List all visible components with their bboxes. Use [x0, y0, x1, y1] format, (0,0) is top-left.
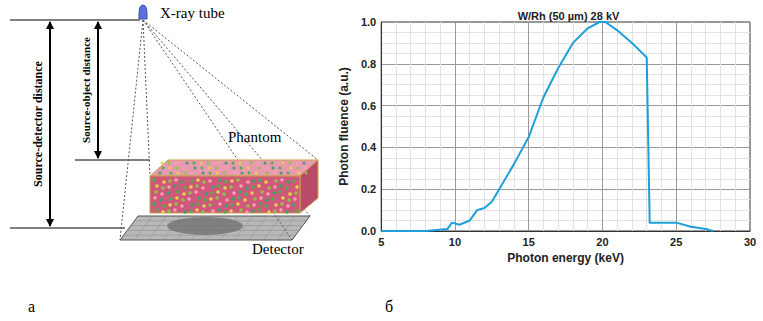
svg-text:15: 15	[523, 236, 535, 248]
svg-text:10: 10	[449, 236, 461, 248]
svg-text:X-ray tube: X-ray tube	[160, 5, 225, 21]
svg-text:Detector: Detector	[252, 241, 304, 257]
svg-text:30: 30	[744, 236, 756, 248]
svg-text:Source-detector distance: Source-detector distance	[31, 60, 45, 187]
svg-text:20: 20	[596, 236, 608, 248]
svg-text:W/Rh (50 µm) 28 kV: W/Rh (50 µm) 28 kV	[518, 10, 620, 22]
svg-text:Photon fluence (a.u.): Photon fluence (a.u.)	[337, 67, 351, 186]
svg-text:0.4: 0.4	[361, 141, 377, 153]
svg-text:1.0: 1.0	[361, 16, 376, 28]
svg-text:25: 25	[670, 236, 682, 248]
svg-text:0.6: 0.6	[361, 100, 376, 112]
svg-text:Photon energy (keV): Photon energy (keV)	[507, 251, 624, 265]
svg-text:0.8: 0.8	[361, 58, 376, 70]
svg-text:а: а	[28, 298, 35, 315]
svg-text:Source-object distance: Source-object distance	[80, 37, 92, 143]
svg-text:0.2: 0.2	[361, 183, 376, 195]
svg-text:0.0: 0.0	[361, 225, 376, 237]
svg-text:5: 5	[378, 236, 384, 248]
svg-text:б: б	[385, 298, 393, 315]
svg-text:Phantom: Phantom	[228, 129, 282, 145]
